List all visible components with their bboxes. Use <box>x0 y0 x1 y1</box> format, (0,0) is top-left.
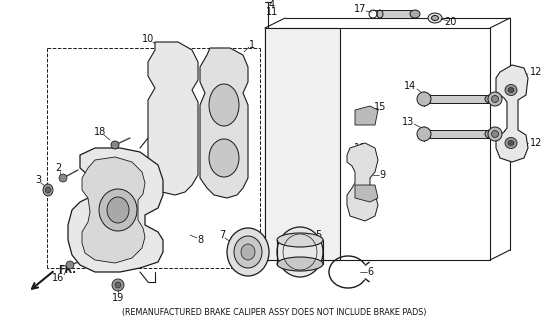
Polygon shape <box>82 157 145 263</box>
Ellipse shape <box>505 84 517 95</box>
Polygon shape <box>68 148 163 272</box>
Ellipse shape <box>485 130 495 138</box>
Ellipse shape <box>508 140 514 146</box>
Ellipse shape <box>99 189 137 231</box>
Polygon shape <box>430 130 490 138</box>
Text: 5: 5 <box>315 230 321 240</box>
Ellipse shape <box>428 13 442 23</box>
Text: 10: 10 <box>142 34 154 44</box>
Ellipse shape <box>234 236 262 268</box>
Text: 15: 15 <box>359 202 371 212</box>
Ellipse shape <box>488 127 502 141</box>
Polygon shape <box>380 10 415 18</box>
Ellipse shape <box>209 139 239 177</box>
Text: 3: 3 <box>35 175 41 185</box>
Polygon shape <box>200 48 248 198</box>
Ellipse shape <box>43 184 53 196</box>
Ellipse shape <box>209 84 239 126</box>
Text: 20: 20 <box>444 17 456 27</box>
Text: 9: 9 <box>379 170 385 180</box>
Ellipse shape <box>485 95 495 103</box>
Polygon shape <box>265 28 340 260</box>
Ellipse shape <box>277 227 323 277</box>
Text: 1: 1 <box>249 40 255 50</box>
Ellipse shape <box>491 95 498 102</box>
Ellipse shape <box>111 141 119 149</box>
Ellipse shape <box>107 197 129 223</box>
Text: 16: 16 <box>52 273 64 283</box>
Text: 14: 14 <box>404 81 416 91</box>
Ellipse shape <box>66 261 74 269</box>
Text: 6: 6 <box>367 267 373 277</box>
Ellipse shape <box>227 228 269 276</box>
Ellipse shape <box>112 279 124 291</box>
Ellipse shape <box>491 131 498 138</box>
Text: 8: 8 <box>197 235 203 245</box>
Polygon shape <box>430 95 490 103</box>
Text: 7: 7 <box>219 230 225 240</box>
Ellipse shape <box>488 92 502 106</box>
Ellipse shape <box>508 87 514 92</box>
Polygon shape <box>347 143 378 221</box>
Text: 12: 12 <box>530 138 542 148</box>
Text: FR.: FR. <box>58 265 76 275</box>
Text: 4: 4 <box>269 0 275 10</box>
Polygon shape <box>148 42 198 195</box>
Text: 13: 13 <box>402 117 414 127</box>
Ellipse shape <box>277 233 323 247</box>
Ellipse shape <box>277 257 323 271</box>
Polygon shape <box>496 65 528 162</box>
Ellipse shape <box>410 10 420 18</box>
Text: 11: 11 <box>266 7 278 17</box>
Ellipse shape <box>432 15 439 20</box>
Text: 17: 17 <box>354 4 366 14</box>
Ellipse shape <box>417 127 431 141</box>
Ellipse shape <box>417 92 431 106</box>
Text: 12: 12 <box>530 67 542 77</box>
Text: 15: 15 <box>374 102 386 112</box>
Text: 18: 18 <box>94 127 106 137</box>
Text: 19: 19 <box>112 293 124 303</box>
Text: 2: 2 <box>55 163 61 173</box>
Ellipse shape <box>46 187 51 193</box>
Ellipse shape <box>505 138 517 148</box>
Text: (REMANUFACTURED BRAKE CALIPER ASSY DOES NOT INCLUDE BRAKE PADS): (REMANUFACTURED BRAKE CALIPER ASSY DOES … <box>122 308 426 317</box>
Ellipse shape <box>59 174 67 182</box>
Ellipse shape <box>115 282 121 288</box>
Polygon shape <box>355 106 378 125</box>
Ellipse shape <box>241 244 255 260</box>
Text: 10: 10 <box>354 143 366 153</box>
Polygon shape <box>355 185 378 202</box>
Ellipse shape <box>377 10 383 18</box>
